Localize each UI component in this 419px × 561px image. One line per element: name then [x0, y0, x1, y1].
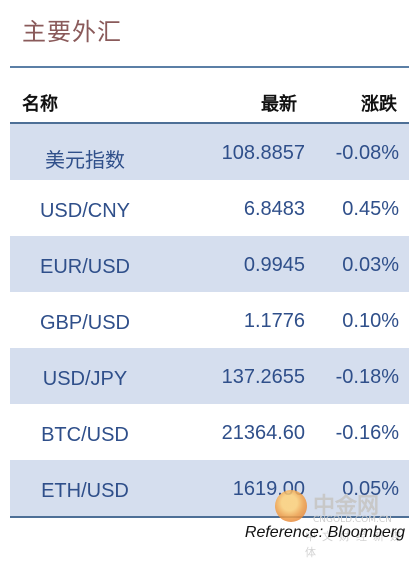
watermark-sub: 中文财经新媒体 — [305, 530, 407, 559]
row-change: -0.16% — [335, 422, 399, 444]
row-change: 0.45% — [342, 198, 399, 220]
row-change: 0.05% — [342, 478, 399, 500]
header-name: 名称 — [22, 94, 58, 115]
row-name: USD/CNY — [39, 200, 130, 222]
table-row: EUR/USD 0.9945 0.03% — [10, 236, 409, 292]
table-row: USD/CNY 6.8483 0.45% — [10, 180, 409, 236]
header-last: 最新 — [261, 94, 297, 115]
watermark: 中金网 CNGOLD.COM.CN 中文财经新媒体 — [275, 488, 415, 559]
watermark-domain: CNGOLD.COM.CN — [313, 515, 392, 525]
row-name: ETH/USD — [41, 480, 129, 502]
table-row: BTC/USD 21364.60 -0.16% — [10, 404, 409, 460]
table-bottom-divider — [10, 516, 409, 518]
table-row: ETH/USD 1619.00 0.05% — [10, 460, 409, 516]
row-last: 21364.60 — [221, 422, 305, 444]
row-name: EUR/USD — [39, 256, 130, 278]
row-change: -0.08% — [335, 142, 399, 164]
row-change: 0.03% — [342, 254, 399, 276]
row-name: USD/JPY — [42, 368, 128, 390]
title-divider — [10, 66, 409, 68]
row-change: 0.10% — [342, 310, 399, 332]
row-name: BTC/USD — [41, 424, 129, 446]
header-change: 涨跌 — [361, 94, 397, 115]
row-change: -0.18% — [335, 366, 399, 388]
header-divider — [10, 122, 409, 124]
table-row: GBP/USD 1.1776 0.10% — [10, 292, 409, 348]
table-header: 名称 最新 涨跌 — [10, 84, 409, 122]
watermark-logo-icon — [275, 490, 307, 522]
table-row: USD/JPY 137.2655 -0.18% — [10, 348, 409, 404]
table-row: 美元指数 108.8857 -0.08% — [10, 124, 409, 180]
fx-table: 美元指数 108.8857 -0.08% USD/CNY 6.8483 0.45… — [10, 124, 409, 516]
row-last: 1.1776 — [243, 310, 305, 332]
row-last: 6.8483 — [243, 198, 305, 220]
row-last: 0.9945 — [243, 254, 305, 276]
reference-note: Reference: Bloomberg — [244, 524, 405, 541]
row-name: 美元指数 — [45, 150, 125, 172]
watermark-main: 中金网 — [313, 494, 380, 519]
row-last: 108.8857 — [221, 142, 305, 164]
page-title: 主要外汇 — [22, 18, 122, 46]
row-last: 137.2655 — [221, 366, 305, 388]
row-name: GBP/USD — [39, 312, 131, 334]
